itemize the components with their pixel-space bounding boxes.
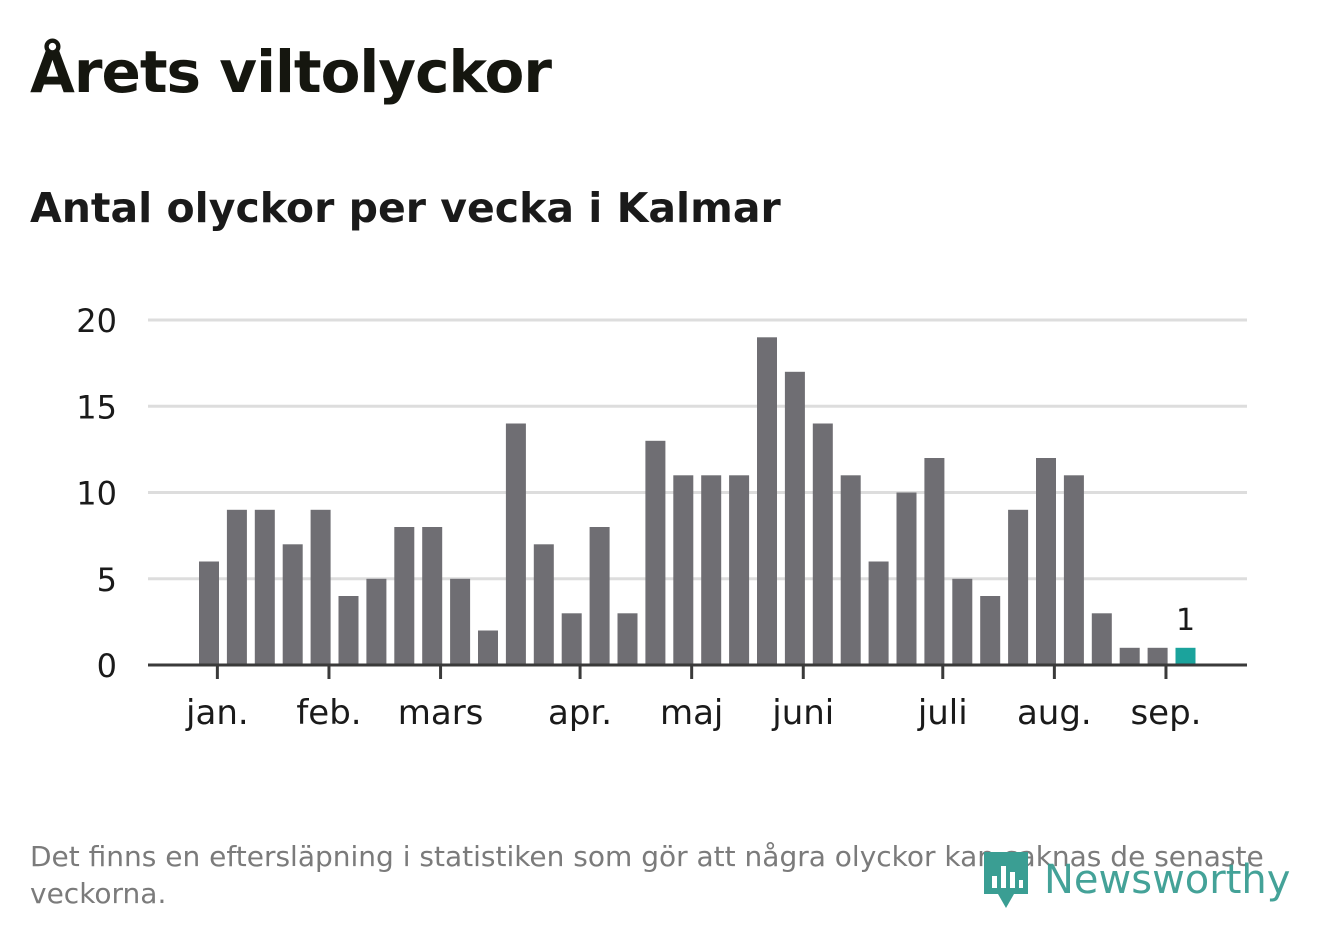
bar: [645, 440, 666, 666]
x-tick-label: aug.: [1017, 693, 1092, 733]
x-tick-label: feb.: [296, 693, 361, 733]
bar: [394, 527, 415, 665]
bar: [1091, 613, 1112, 666]
x-axis-ticks: jan. feb. mars apr. maj juni juli aug. sep.: [185, 665, 1201, 733]
x-tick-label: juli: [917, 693, 968, 733]
bar: [478, 630, 498, 665]
bar: [757, 337, 777, 666]
x-tick-label: mars: [398, 693, 484, 733]
bar: [505, 423, 526, 665]
x-tick-label: sep.: [1130, 693, 1201, 733]
chart-subtitle: Antal olyckor per vecka i Kalmar: [30, 184, 781, 232]
bar: [589, 527, 610, 665]
footnote: Det finns en eftersläpning i statistiken…: [30, 840, 1264, 910]
bar: [310, 509, 331, 666]
bar: [840, 475, 861, 666]
brand-name: Newsworthy: [1044, 857, 1291, 903]
bar: [533, 544, 554, 666]
bar: [254, 509, 275, 666]
bar: [729, 475, 750, 666]
y-tick-label: 20: [76, 302, 117, 340]
grid-lines: [148, 318, 1247, 581]
data-labels: 1: [1176, 603, 1195, 638]
y-axis-ticks: 0 5 10 15 20: [76, 302, 117, 685]
y-tick-label: 5: [97, 561, 117, 599]
bar: [673, 475, 694, 666]
bar: [784, 371, 805, 666]
bar: [980, 596, 1001, 665]
bar: [366, 578, 387, 666]
data-label-highlight: 1: [1176, 603, 1195, 638]
bar: [450, 578, 471, 666]
bar-highlight: [1175, 647, 1196, 666]
bar: [282, 544, 303, 666]
bars: [199, 337, 1196, 666]
bar: [1147, 647, 1168, 666]
y-tick-label: 15: [76, 388, 117, 426]
chart-title: Årets viltolyckor: [30, 38, 552, 106]
bar-chart: 0 5 10 15 20 jan. feb. mars apr. maj juni juli aug.…: [76, 302, 1247, 733]
bar: [924, 458, 945, 665]
bar: [561, 613, 582, 666]
x-tick-label: jan.: [185, 693, 249, 733]
bar: [617, 613, 638, 666]
bar: [422, 527, 443, 665]
y-tick-label: 0: [97, 647, 117, 685]
bar: [1119, 647, 1140, 666]
bar: [1063, 475, 1084, 666]
x-tick-label: apr.: [548, 693, 612, 733]
x-tick-label: maj: [660, 693, 723, 733]
bar: [1036, 458, 1056, 665]
bar: [338, 596, 359, 665]
y-tick-label: 10: [76, 475, 117, 513]
bar: [226, 509, 247, 666]
bar: [812, 423, 833, 665]
bar: [1008, 509, 1029, 666]
bar: [952, 578, 973, 666]
x-tick-label: juni: [771, 693, 834, 733]
bar: [701, 475, 722, 666]
bar: [896, 492, 917, 665]
bar: [868, 561, 889, 665]
bar: [199, 561, 219, 665]
newsworthy-logo-icon: [984, 852, 1028, 908]
brand-logo: Newsworthy: [980, 848, 1290, 912]
